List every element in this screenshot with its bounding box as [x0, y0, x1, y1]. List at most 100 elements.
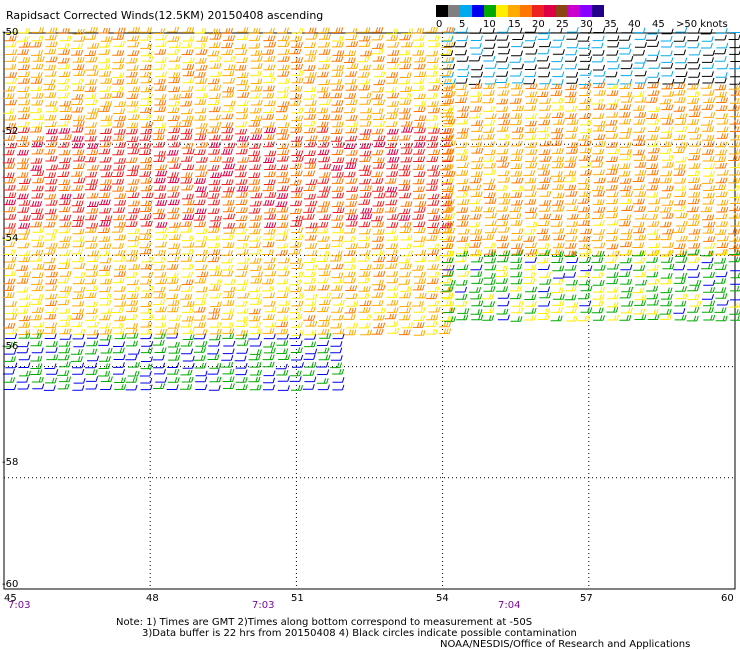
- wind-barb: [16, 184, 29, 191]
- wind-barb: [221, 113, 234, 120]
- wind-barb: [166, 384, 179, 390]
- wind-barb: [154, 57, 167, 63]
- wind-barb: [319, 99, 332, 105]
- wind-barb: [358, 286, 371, 292]
- wind-barb: [687, 220, 700, 226]
- wind-barb: [578, 64, 590, 70]
- wind-barb: [16, 135, 29, 142]
- wind-barb: [456, 148, 469, 155]
- wind-barb: [250, 215, 262, 221]
- wind-barb: [524, 264, 537, 271]
- wind-barb: [552, 35, 565, 41]
- wind-barb: [497, 242, 510, 249]
- wind-barb: [384, 206, 397, 213]
- wind-barb: [372, 55, 385, 62]
- wind-barb: [236, 79, 249, 86]
- wind-barb: [701, 250, 714, 257]
- wind-barb: [30, 165, 43, 171]
- wind-barb: [344, 143, 356, 149]
- wind-barb: [343, 107, 356, 114]
- wind-barb: [331, 171, 344, 178]
- wind-barb: [427, 271, 440, 278]
- wind-barb: [427, 255, 440, 262]
- wind-barb: [289, 179, 302, 186]
- wind-barb: [113, 368, 125, 375]
- wind-barb: [319, 299, 331, 305]
- wind-barb: [263, 333, 276, 340]
- wind-barb: [31, 235, 44, 241]
- wind-barb: [510, 170, 523, 177]
- wind-barb: [262, 234, 275, 241]
- wind-barb: [537, 133, 550, 140]
- wind-barb: [276, 315, 289, 321]
- wind-barb: [511, 243, 524, 249]
- wind-barb: [471, 126, 484, 132]
- wind-barb: [16, 308, 29, 314]
- wind-barb: [412, 322, 425, 328]
- wind-barb: [373, 99, 386, 106]
- wind-barb: [2, 234, 15, 241]
- wind-barb: [468, 198, 481, 205]
- wind-barb: [633, 257, 646, 264]
- wind-barb: [222, 376, 235, 382]
- wind-barb: [3, 278, 16, 285]
- wind-barb: [634, 161, 647, 168]
- wind-barb: [700, 206, 713, 213]
- wind-barb: [153, 177, 166, 184]
- wind-barb: [675, 113, 688, 119]
- wind-barb: [249, 143, 262, 149]
- wind-barb: [317, 149, 330, 156]
- wind-barb: [3, 322, 16, 329]
- wind-barb: [195, 128, 208, 135]
- wind-barb: [619, 104, 632, 110]
- wind-barb: [606, 301, 619, 308]
- wind-barb: [207, 354, 220, 360]
- wind-barb: [209, 156, 222, 162]
- wind-barb: [412, 265, 424, 271]
- wind-barb: [702, 63, 715, 69]
- wind-barb: [373, 135, 386, 142]
- wind-barb: [551, 162, 564, 169]
- wind-barb: [634, 213, 647, 220]
- wind-barb: [454, 256, 467, 263]
- wind-barb: [223, 142, 236, 149]
- wind-barb: [236, 315, 249, 322]
- wind-barb: [673, 77, 686, 84]
- wind-barb: [59, 334, 72, 340]
- wind-barb: [566, 34, 579, 40]
- wind-barb: [111, 92, 124, 98]
- wind-barb: [456, 207, 469, 213]
- wind-barb: [126, 136, 139, 142]
- wind-barb: [633, 140, 646, 146]
- wind-barb: [249, 248, 262, 255]
- wind-barb: [730, 134, 740, 141]
- wind-barb: [2, 149, 15, 156]
- lon-label: 60: [721, 593, 734, 604]
- wind-barb: [262, 361, 275, 368]
- wind-barb: [497, 27, 510, 33]
- wind-barb: [687, 35, 700, 42]
- wind-barb: [316, 227, 329, 234]
- wind-barb: [304, 257, 316, 263]
- wind-barb: [111, 226, 124, 233]
- wind-barb: [3, 263, 16, 270]
- wind-barb: [70, 349, 83, 355]
- wind-barb: [634, 96, 647, 103]
- wind-barb: [647, 126, 660, 132]
- wind-barb: [468, 55, 481, 62]
- wind-barb: [276, 214, 289, 220]
- wind-barb: [127, 114, 140, 120]
- wind-barb: [729, 250, 740, 256]
- wind-barb: [399, 72, 412, 78]
- wind-barb: [716, 126, 729, 133]
- wind-barb: [359, 143, 372, 149]
- wind-barb: [195, 329, 208, 335]
- wind-barb: [70, 321, 83, 328]
- wind-barb: [591, 56, 604, 63]
- wind-barb: [4, 356, 16, 362]
- wind-barb: [565, 105, 578, 112]
- legend-swatch: [436, 5, 448, 17]
- wind-barb: [32, 170, 45, 176]
- wind-barb: [373, 71, 386, 78]
- wind-barb: [730, 272, 740, 279]
